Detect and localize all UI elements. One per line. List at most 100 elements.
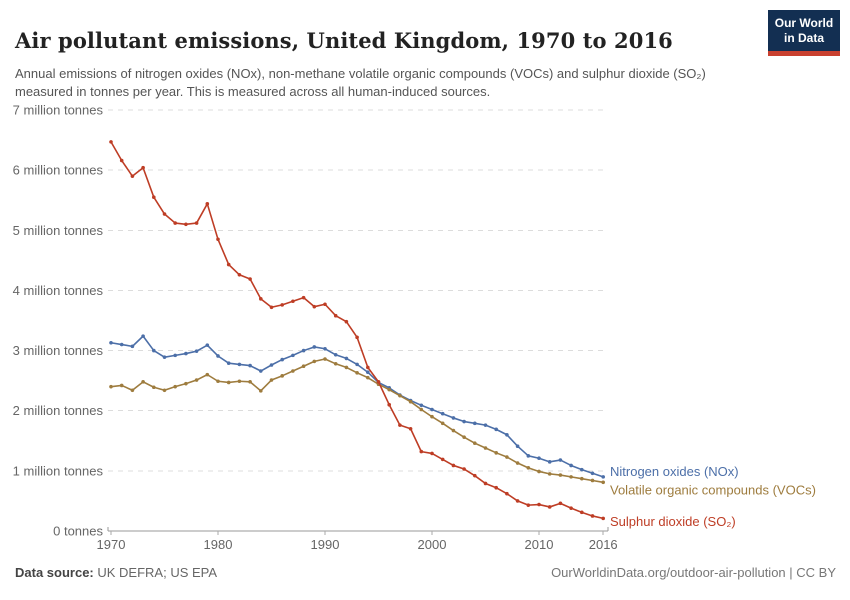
data-point [152, 385, 156, 390]
data-point [547, 460, 552, 464]
series-line-1 [110, 358, 605, 484]
data-point [333, 362, 338, 366]
data-point [366, 375, 370, 380]
series-end-label-2: Sulphur dioxide (SO₂) [610, 514, 736, 529]
data-point [141, 380, 145, 384]
owid-logo-line2: in Data [783, 31, 824, 45]
data-point [344, 319, 349, 324]
data-point [569, 475, 573, 479]
data-point [483, 446, 488, 450]
data-point [301, 295, 306, 300]
data-point [494, 427, 499, 432]
data-point [355, 335, 359, 340]
data-point [280, 303, 285, 307]
data-point [226, 380, 231, 385]
data-point [483, 481, 488, 486]
data-point [355, 362, 359, 367]
data-point [537, 456, 541, 461]
data-point [323, 346, 327, 351]
data-point [601, 480, 605, 485]
data-point [119, 158, 124, 163]
x-tick-label-2010: 2010 [525, 537, 554, 552]
owid-link: OurWorldinData.org/outdoor-air-pollution… [551, 565, 836, 580]
data-point [569, 506, 573, 510]
data-point [494, 451, 499, 455]
data-point [366, 370, 370, 375]
data-point [269, 378, 274, 382]
data-point [462, 467, 466, 471]
data-point [312, 345, 317, 349]
data-point [259, 389, 263, 393]
data-point [248, 380, 252, 384]
data-point [237, 379, 242, 384]
page-title: Air pollutant emissions, United Kingdom,… [15, 28, 673, 54]
series-2: Sulphur dioxide (SO₂) [109, 140, 736, 529]
data-point [408, 399, 413, 404]
owid-logo: Our World in Data [768, 10, 840, 56]
data-point [216, 354, 220, 358]
data-point [194, 221, 199, 225]
data-point [109, 340, 113, 345]
data-point [280, 374, 285, 378]
data-point [205, 372, 210, 377]
series-end-label-1: Volatile organic compounds (VOCs) [610, 482, 816, 497]
data-point [216, 237, 220, 242]
data-point [537, 502, 541, 507]
data-point [515, 444, 520, 448]
series-1: Volatile organic compounds (VOCs) [109, 357, 816, 497]
data-source-value: UK DEFRA; US EPA [93, 565, 218, 580]
data-point [194, 378, 199, 382]
data-point [505, 455, 509, 459]
data-point [333, 352, 338, 357]
data-point [301, 348, 306, 353]
data-point [419, 407, 424, 412]
data-point [291, 353, 295, 358]
data-point [526, 466, 531, 470]
data-point [473, 473, 477, 478]
data-point [601, 516, 605, 521]
data-point [515, 461, 520, 465]
data-point [152, 195, 156, 200]
data-point [291, 299, 295, 304]
data-point [547, 472, 552, 476]
data-point [259, 369, 263, 373]
data-point [333, 313, 338, 318]
data-point [558, 473, 563, 477]
data-point [312, 359, 317, 364]
data-point [387, 387, 392, 392]
data-point [440, 411, 445, 416]
data-point [355, 371, 359, 375]
data-point [130, 344, 135, 349]
data-point [505, 432, 509, 437]
data-point [526, 454, 531, 458]
data-point [205, 202, 210, 206]
x-tick-label-1980: 1980 [204, 537, 233, 552]
data-point [558, 458, 563, 462]
data-point [109, 384, 113, 389]
series-0: Nitrogen oxides (NOx) [109, 334, 739, 479]
series-line-2 [110, 141, 605, 520]
y-tick-label: 7 million tonnes [13, 103, 104, 118]
y-tick-label: 1 million tonnes [13, 463, 104, 478]
data-point [590, 478, 595, 483]
data-point [141, 334, 145, 338]
data-point [344, 356, 349, 361]
data-point [205, 343, 210, 347]
data-point [162, 355, 167, 359]
data-point [291, 369, 295, 373]
data-point [173, 353, 177, 358]
y-tick-label: 0 tonnes [53, 524, 103, 539]
x-tick-label-1990: 1990 [311, 537, 340, 552]
data-point [398, 393, 402, 398]
data-point [323, 357, 327, 361]
y-tick-label: 4 million tonnes [13, 283, 104, 298]
data-point [580, 467, 584, 472]
data-point [547, 505, 552, 509]
data-point [226, 262, 231, 267]
data-point [590, 514, 595, 518]
data-point [152, 348, 156, 353]
data-point [515, 499, 520, 503]
data-point [173, 221, 177, 225]
data-point [109, 140, 113, 144]
